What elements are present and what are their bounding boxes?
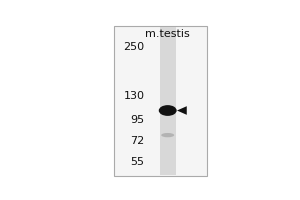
Text: 55: 55 — [130, 157, 145, 167]
Text: 250: 250 — [123, 42, 145, 52]
Text: 95: 95 — [130, 115, 145, 125]
Ellipse shape — [161, 133, 174, 137]
Bar — [160, 27, 176, 175]
Text: 130: 130 — [124, 91, 145, 101]
Ellipse shape — [159, 105, 177, 116]
Bar — [114, 26, 207, 176]
Text: 72: 72 — [130, 136, 145, 146]
Text: m.testis: m.testis — [145, 29, 190, 39]
Polygon shape — [177, 106, 187, 115]
